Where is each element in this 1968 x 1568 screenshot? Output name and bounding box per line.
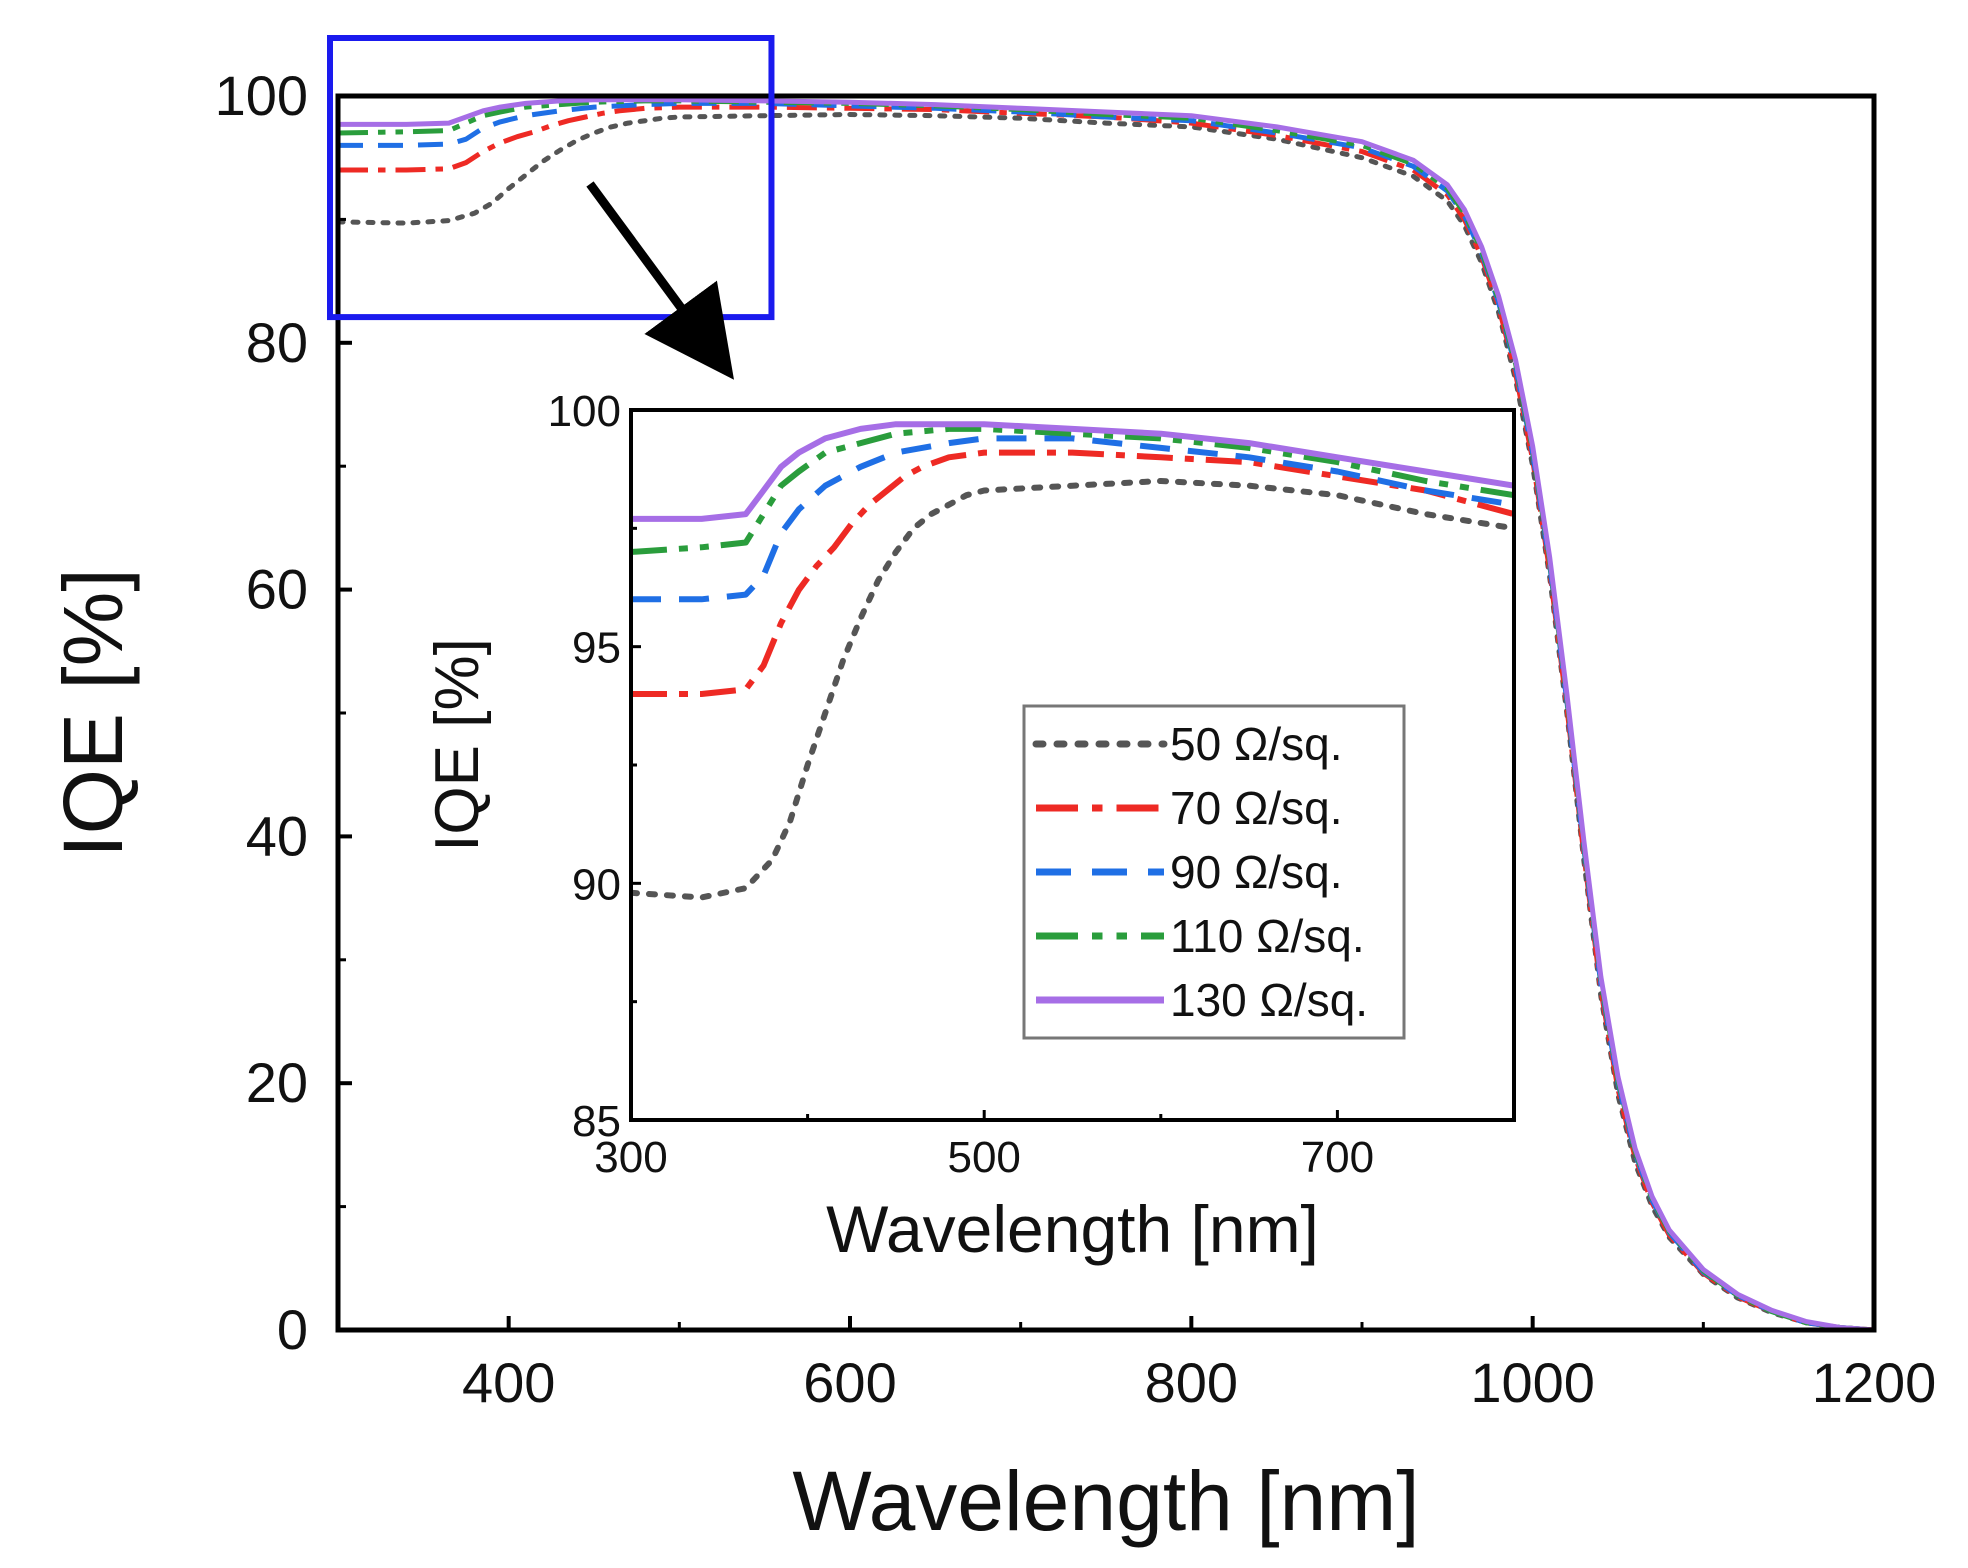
main-plot: 400 600 800 1000 1200 0 20 40 60 80 100 Wavelength … bbox=[46, 35, 1937, 1548]
legend-label-0: 50 Ω/sq. bbox=[1170, 718, 1342, 770]
main-y-tick-label: 20 bbox=[246, 1051, 308, 1114]
main-x-tick-label: 800 bbox=[1145, 1351, 1238, 1414]
inset-x-axis-title: Wavelength [nm] bbox=[826, 1192, 1319, 1266]
inset-series-3 bbox=[631, 425, 1514, 555]
main-y-tick-label: 40 bbox=[246, 804, 308, 867]
inset-x-tick-label: 700 bbox=[1301, 1133, 1374, 1182]
main-x-tick-label: 1200 bbox=[1812, 1351, 1937, 1414]
inset-y-tick-label: 95 bbox=[572, 624, 621, 673]
main-x-axis-title: Wavelength [nm] bbox=[792, 1454, 1419, 1548]
main-x-tick-label: 600 bbox=[803, 1351, 896, 1414]
legend-label-1: 70 Ω/sq. bbox=[1170, 782, 1342, 834]
inset-legend: 50 Ω/sq. 70 Ω/sq. 90 Ω/sq. 110 Ω/sq. 130 Ω/s… bbox=[1022, 704, 1406, 1040]
main-series-1 bbox=[338, 104, 1874, 1330]
inset-series-0 bbox=[631, 478, 1514, 901]
main-series-0 bbox=[338, 112, 1874, 1330]
main-series-group bbox=[338, 97, 1874, 1330]
inset-y-tick-label: 90 bbox=[572, 860, 621, 909]
zoom-box bbox=[327, 35, 775, 321]
zoom-arrow bbox=[586, 181, 734, 380]
legend-frame bbox=[1022, 704, 1406, 1040]
main-y-tick-label: 0 bbox=[277, 1298, 308, 1361]
inset-plot: 300 500 700 85 90 95 100 Wavelength [nm] IQE [%]… bbox=[423, 387, 1516, 1266]
main-y-tick-label: 60 bbox=[246, 558, 308, 621]
inset-series-4 bbox=[631, 421, 1514, 522]
inset-y-tick-label: 85 bbox=[572, 1097, 621, 1146]
inset-y-axis-title: IQE [%] bbox=[423, 638, 492, 852]
inset-x-tick-label: 300 bbox=[594, 1133, 667, 1182]
main-y-axis-title: IQE [%] bbox=[46, 568, 140, 857]
main-series-4 bbox=[338, 97, 1874, 1330]
inset-series-1 bbox=[631, 449, 1514, 697]
inset-y-tick-label: 100 bbox=[548, 387, 621, 436]
main-x-tick-label: 1000 bbox=[1470, 1351, 1595, 1414]
legend-label-2: 90 Ω/sq. bbox=[1170, 846, 1342, 898]
inset-series-group bbox=[631, 421, 1514, 901]
legend-label-3: 110 Ω/sq. bbox=[1170, 910, 1365, 962]
main-x-tick-label: 400 bbox=[462, 1351, 555, 1414]
legend-label-4: 130 Ω/sq. bbox=[1170, 974, 1368, 1026]
inset-x-tick-label: 500 bbox=[947, 1133, 1020, 1182]
main-y-tick-label: 80 bbox=[246, 311, 308, 374]
main-y-tick-label: 100 bbox=[215, 64, 308, 127]
inset-series-2 bbox=[631, 435, 1514, 603]
